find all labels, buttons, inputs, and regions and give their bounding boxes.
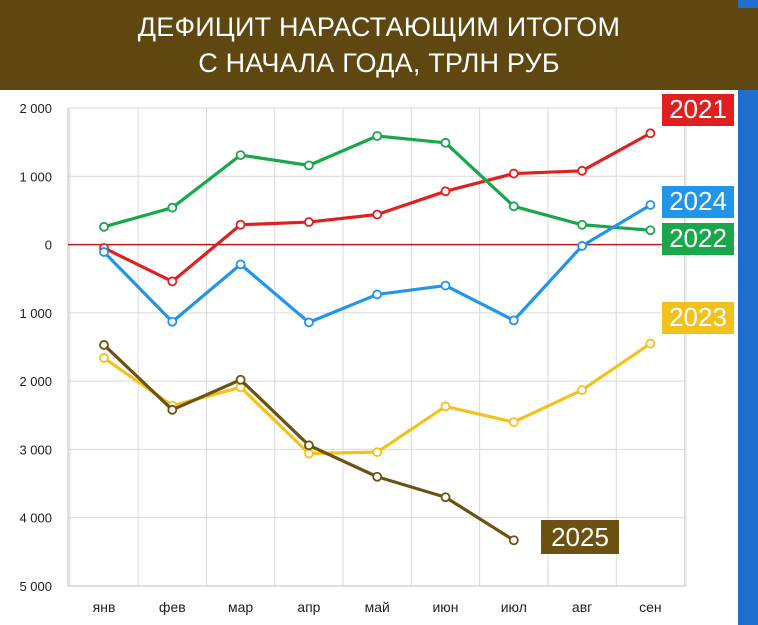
y-tick-label: 2 000 bbox=[19, 101, 52, 116]
data-point-2025 bbox=[167, 404, 178, 415]
series-label-box-2021 bbox=[662, 94, 734, 126]
data-point-2022 bbox=[303, 160, 314, 171]
x-tick-label: мар bbox=[228, 599, 253, 615]
series-label-2021: 2021 bbox=[669, 94, 727, 124]
series-line-2023 bbox=[102, 341, 653, 456]
data-point-2023 bbox=[645, 338, 656, 349]
data-point-2022 bbox=[235, 150, 246, 161]
chart-title-line-1: ДЕФИЦИТ НАРАСТАЮЩИМ ИТОГОМ bbox=[137, 12, 621, 42]
data-point-2023 bbox=[440, 401, 451, 412]
y-tick-label: 0 bbox=[45, 238, 52, 253]
data-point-2022 bbox=[372, 131, 383, 141]
y-tick-label: 4 000 bbox=[19, 511, 52, 526]
data-point-2024 bbox=[372, 289, 383, 300]
data-point-2024 bbox=[508, 315, 519, 326]
x-tick-label: июл bbox=[501, 599, 527, 615]
data-point-2021 bbox=[645, 128, 656, 139]
data-point-2025 bbox=[235, 374, 246, 385]
series-layer bbox=[99, 128, 656, 546]
x-tick-label: авг bbox=[572, 599, 592, 615]
data-point-2025 bbox=[440, 492, 451, 503]
x-tick-label: фев bbox=[159, 599, 186, 615]
y-tick-label: 5 000 bbox=[19, 579, 52, 594]
series-label-box-2022 bbox=[662, 223, 734, 255]
series-label-2025: 2025 bbox=[551, 522, 609, 552]
data-point-2022 bbox=[645, 225, 656, 236]
data-point-2024 bbox=[645, 200, 656, 210]
y-tick-label: 1 000 bbox=[19, 169, 52, 184]
data-point-2024 bbox=[167, 316, 178, 327]
data-point-2023 bbox=[372, 447, 383, 458]
data-point-2024 bbox=[99, 247, 109, 257]
data-point-2022 bbox=[577, 219, 587, 230]
series-label-2024: 2024 bbox=[669, 186, 727, 216]
data-point-2024 bbox=[235, 259, 246, 270]
data-point-2025 bbox=[99, 340, 109, 350]
side-accent-stripe bbox=[738, 90, 758, 625]
data-point-2021 bbox=[440, 186, 451, 197]
data-point-2023 bbox=[99, 353, 109, 363]
grid-layer bbox=[67, 107, 687, 587]
data-point-2023 bbox=[303, 448, 314, 459]
series-label-box-2024 bbox=[662, 186, 734, 218]
x-tick-label: май bbox=[365, 599, 390, 615]
data-point-2024 bbox=[440, 280, 451, 291]
data-point-2022 bbox=[167, 202, 178, 213]
series-label-box-2025 bbox=[541, 520, 619, 554]
data-point-2023 bbox=[508, 417, 519, 428]
series-label-layer: 2021 2022 2023 2024 2025 bbox=[541, 94, 734, 554]
side-accent-top bbox=[738, 0, 758, 8]
series-label-box-2023 bbox=[662, 302, 734, 334]
series-label-2023: 2023 bbox=[669, 302, 727, 332]
y-tick-label: 1 000 bbox=[19, 306, 52, 321]
x-tick-label: сен bbox=[639, 599, 662, 615]
data-point-2025 bbox=[303, 440, 314, 451]
data-point-2025 bbox=[508, 535, 519, 546]
data-point-2021 bbox=[508, 168, 519, 179]
y-tick-label: 3 000 bbox=[19, 442, 52, 457]
data-point-2021 bbox=[577, 165, 587, 176]
series-label-2022: 2022 bbox=[669, 223, 727, 253]
data-point-2024 bbox=[303, 317, 314, 328]
line-chart: 2 000 1 000 0 1 000 2 000 3 000 4 000 5 000 янв ф… bbox=[19, 94, 734, 615]
data-point-2022 bbox=[99, 221, 109, 232]
y-tick-label: 2 000 bbox=[19, 374, 52, 389]
x-tick-label: янв bbox=[93, 599, 116, 615]
x-tick-label: июн bbox=[432, 599, 458, 615]
data-point-2023 bbox=[577, 385, 587, 395]
data-point-2025 bbox=[372, 471, 383, 482]
x-tick-label: апр bbox=[297, 599, 320, 615]
data-point-2024 bbox=[577, 241, 587, 251]
data-point-2021 bbox=[235, 219, 246, 230]
data-point-2022 bbox=[508, 201, 519, 212]
data-point-2021 bbox=[167, 276, 178, 287]
chart-title-line-2: С НАЧАЛА ГОДА, ТРЛН РУБ bbox=[198, 48, 560, 78]
data-point-2021 bbox=[303, 217, 314, 227]
data-point-2021 bbox=[372, 209, 383, 220]
axis-layer: 2 000 1 000 0 1 000 2 000 3 000 4 000 5 000 янв ф… bbox=[19, 101, 661, 615]
title-banner: ДЕФИЦИТ НАРАСТАЮЩИМ ИТОГОМ С НАЧАЛА ГОДА… bbox=[0, 0, 758, 90]
data-point-2022 bbox=[440, 137, 451, 148]
